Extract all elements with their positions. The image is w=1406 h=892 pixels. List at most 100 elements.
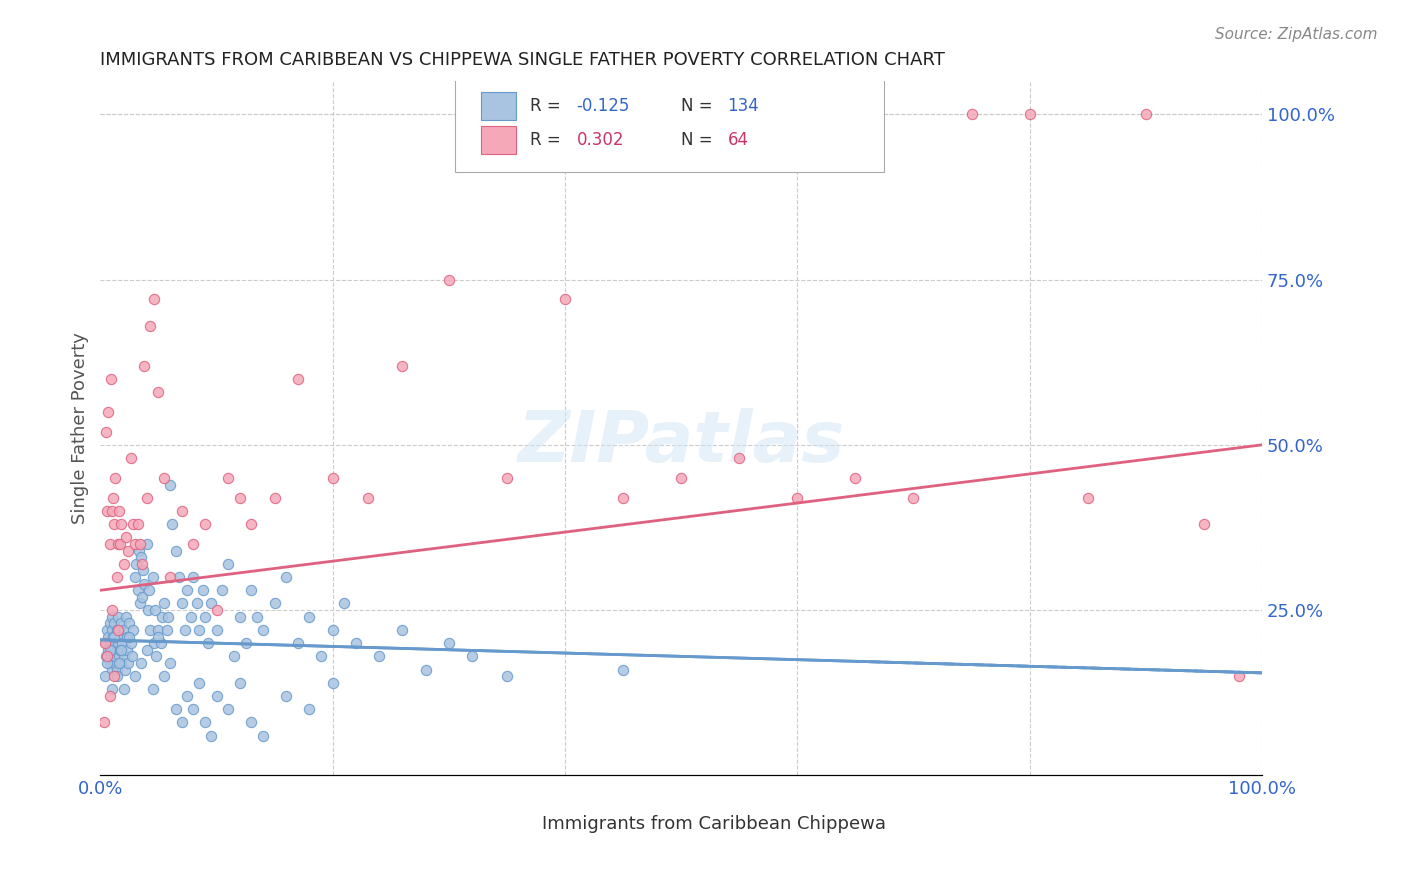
Point — [96, 649, 118, 664]
Point — [115, 642, 138, 657]
Point — [110, 517, 132, 532]
Point — [94, 636, 117, 650]
Point — [322, 675, 344, 690]
Point — [98, 616, 121, 631]
Point — [188, 623, 211, 637]
Point — [135, 537, 157, 551]
Point — [101, 491, 124, 505]
Point — [108, 656, 131, 670]
Point — [143, 603, 166, 617]
Point — [155, 623, 177, 637]
Point — [112, 649, 135, 664]
Text: 0.302: 0.302 — [576, 131, 624, 149]
Point — [200, 597, 222, 611]
Point — [110, 656, 132, 670]
Point — [496, 669, 519, 683]
Point — [148, 630, 170, 644]
Text: IMMIGRANTS FROM CARIBBEAN VS CHIPPEWA SINGLE FATHER POVERTY CORRELATION CHART: IMMIGRANTS FROM CARIBBEAN VS CHIPPEWA SI… — [100, 51, 945, 69]
Point — [121, 649, 143, 664]
Point — [136, 603, 159, 617]
Point — [105, 669, 128, 683]
Point — [96, 623, 118, 637]
Point — [170, 715, 193, 730]
Point — [107, 623, 129, 637]
Point — [612, 491, 634, 505]
Point — [960, 107, 983, 121]
Point — [229, 609, 252, 624]
Point — [844, 471, 866, 485]
Point — [98, 656, 121, 670]
Point — [100, 372, 122, 386]
Point — [276, 570, 298, 584]
Point — [134, 359, 156, 373]
Point — [149, 636, 172, 650]
Point — [194, 715, 217, 730]
Point — [101, 504, 124, 518]
Point — [344, 636, 367, 650]
Point — [131, 590, 153, 604]
Point — [174, 623, 197, 637]
Point — [1077, 491, 1099, 505]
Point — [105, 570, 128, 584]
Point — [391, 359, 413, 373]
Point — [98, 537, 121, 551]
Point — [263, 491, 285, 505]
Point — [101, 682, 124, 697]
Point — [96, 649, 118, 664]
Point — [103, 656, 125, 670]
Point — [101, 663, 124, 677]
Point — [240, 517, 263, 532]
Point — [118, 630, 141, 644]
Point — [309, 649, 332, 664]
Point — [124, 537, 146, 551]
Point — [124, 570, 146, 584]
Point — [142, 682, 165, 697]
Point — [186, 597, 208, 611]
Point — [104, 649, 127, 664]
Point — [111, 636, 134, 650]
Point — [127, 517, 149, 532]
Point — [188, 675, 211, 690]
Text: N =: N = — [681, 96, 713, 115]
Text: Immigrants from Caribbean: Immigrants from Caribbean — [541, 815, 792, 833]
Point — [108, 504, 131, 518]
Point — [101, 630, 124, 644]
Point — [93, 715, 115, 730]
Point — [122, 623, 145, 637]
Point — [903, 491, 925, 505]
Text: -0.125: -0.125 — [576, 96, 630, 115]
Point — [96, 636, 118, 650]
Point — [103, 517, 125, 532]
Point — [125, 557, 148, 571]
Point — [127, 583, 149, 598]
Point — [200, 729, 222, 743]
Point — [132, 563, 155, 577]
Point — [124, 669, 146, 683]
Point — [96, 504, 118, 518]
Text: R =: R = — [530, 131, 561, 149]
Point — [103, 669, 125, 683]
Point — [205, 603, 228, 617]
Point — [129, 656, 152, 670]
Point — [181, 537, 204, 551]
Point — [153, 597, 176, 611]
Point — [159, 656, 181, 670]
Point — [96, 425, 118, 439]
Point — [176, 689, 198, 703]
Point — [112, 557, 135, 571]
Point — [142, 293, 165, 307]
Point — [96, 656, 118, 670]
Point — [333, 597, 356, 611]
Point — [105, 623, 128, 637]
Point — [135, 642, 157, 657]
Point — [1192, 517, 1215, 532]
Bar — [478, 813, 519, 832]
Point — [461, 649, 484, 664]
Point — [728, 451, 751, 466]
Point — [170, 597, 193, 611]
Point — [165, 543, 187, 558]
Point — [100, 636, 122, 650]
Point — [97, 630, 120, 644]
Point — [94, 669, 117, 683]
Point — [98, 642, 121, 657]
